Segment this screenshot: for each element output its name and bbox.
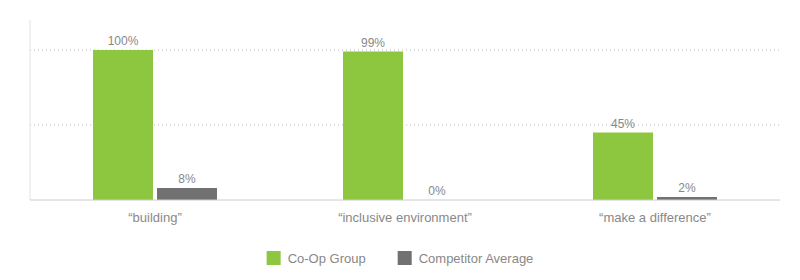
legend-swatch xyxy=(398,251,412,265)
data-label: 2% xyxy=(678,181,696,195)
bar xyxy=(93,50,153,200)
y-axis-line xyxy=(30,20,31,200)
x-tick-label: “building” xyxy=(128,210,181,225)
chart-container: 100% 99% 45% 8% 0% 2% “building” “inclusive env… xyxy=(0,0,800,280)
data-label: 8% xyxy=(178,172,196,186)
chart: 100% 99% 45% 8% 0% 2% “building” “inclusive env… xyxy=(0,0,800,280)
bar xyxy=(157,188,217,200)
data-label: 45% xyxy=(611,117,635,131)
legend: Co-Op Group Competitor Average xyxy=(267,251,534,266)
bars xyxy=(93,50,717,200)
x-tick-label: “make a difference” xyxy=(599,210,711,225)
legend-swatch xyxy=(267,251,281,265)
x-axis-line xyxy=(30,200,780,201)
legend-label: Co-Op Group xyxy=(288,251,366,266)
bar xyxy=(343,52,403,201)
data-label: 0% xyxy=(428,184,446,198)
data-labels: 100% 99% 45% 8% 0% 2% xyxy=(108,34,696,198)
data-label: 100% xyxy=(108,34,139,48)
legend-label: Competitor Average xyxy=(419,251,534,266)
x-tick-label: “inclusive environment” xyxy=(338,210,472,225)
bar xyxy=(593,133,653,201)
data-label: 99% xyxy=(361,36,385,50)
